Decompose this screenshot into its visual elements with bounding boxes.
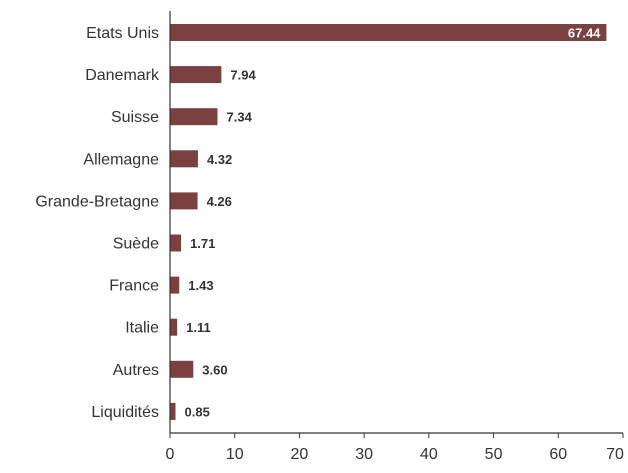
x-tick-label: 50 [485, 446, 503, 463]
category-label: Suède [113, 236, 159, 253]
bars-layer [170, 24, 607, 420]
x-tick-label: 0 [166, 446, 175, 463]
data-label: 1.11 [186, 320, 211, 335]
category-labels: Etats Unis Danemark Suisse Allemagne Grande-… [35, 25, 160, 421]
x-tick-label: 10 [226, 446, 244, 463]
category-label: Danemark [85, 67, 160, 84]
category-label: Liquidités [91, 404, 159, 421]
bar [170, 192, 198, 210]
data-label: 4.32 [207, 152, 232, 167]
x-tick-label: 70 [606, 446, 624, 463]
data-label: 7.34 [227, 110, 253, 125]
data-label: 4.26 [207, 194, 232, 209]
bar [170, 402, 176, 420]
data-label: 3.60 [202, 362, 227, 377]
data-label: 0.85 [185, 404, 210, 419]
bar [170, 24, 607, 41]
category-label: Autres [113, 362, 159, 379]
category-label: Grande-Bretagne [35, 193, 159, 210]
category-label: France [109, 278, 159, 295]
data-label: 7.94 [230, 68, 256, 83]
x-tick-labels: 0 10 20 30 40 50 60 70 [166, 446, 624, 463]
bar [170, 276, 180, 294]
data-label: 1.43 [188, 278, 213, 293]
bar [170, 318, 178, 336]
category-label: Suisse [111, 109, 159, 126]
value-labels: 67.44 7.94 7.34 4.32 4.26 1.71 1.43 1.11 3.60 0.8… [185, 26, 602, 420]
category-label: Etats Unis [86, 25, 159, 42]
category-label: Italie [125, 320, 159, 337]
bar [170, 108, 218, 126]
axes [169, 11, 624, 438]
x-tick-label: 60 [549, 446, 567, 463]
bar [170, 66, 222, 84]
category-label: Allemagne [83, 151, 159, 168]
bar [170, 150, 198, 168]
x-tick-label: 40 [420, 446, 438, 463]
data-label: 1.71 [190, 236, 215, 251]
data-label: 67.44 [568, 26, 601, 41]
x-tick-label: 20 [291, 446, 309, 463]
x-tick-label: 30 [355, 446, 373, 463]
bar [170, 234, 182, 252]
bar [170, 360, 194, 378]
